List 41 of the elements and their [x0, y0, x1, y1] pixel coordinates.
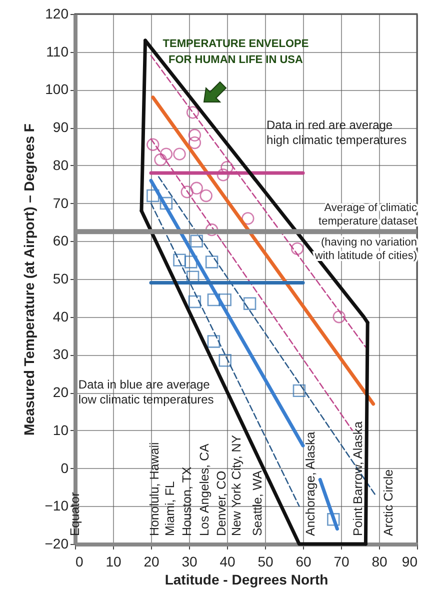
annotation: Arctic Circle [382, 469, 396, 536]
x-tick-label: 70 [334, 554, 350, 570]
y-tick-label: 70 [52, 194, 69, 211]
annotation: New York City, NY [229, 434, 244, 536]
x-tick-label: 0 [76, 554, 84, 570]
x-tick-label: 10 [106, 554, 122, 570]
y-tick-label: 60 [52, 232, 69, 249]
y-tick-label: 80 [52, 156, 69, 173]
x-tick-label: 90 [402, 554, 418, 570]
y-tick-label: 110 [46, 43, 69, 60]
annotation: Miami, FL [163, 481, 178, 536]
annotation: Data in blue are average low climatic temperatures [78, 378, 214, 407]
annotation: Equator [68, 492, 82, 536]
x-tick-label: 60 [296, 554, 312, 570]
x-axis-title: Latitude - Degrees North [164, 572, 328, 588]
y-tick-label: 30 [52, 346, 69, 362]
annotation: Anchorage, Alaska [304, 432, 318, 536]
y-tick-label: 90 [52, 119, 69, 136]
y-tick-label: −10 [44, 498, 69, 514]
x-tick-label: 50 [258, 554, 274, 570]
y-tick-label: −20 [44, 536, 69, 552]
annotation: Point Barrow, Alaska [351, 421, 366, 536]
y-tick-label: 50 [52, 270, 69, 286]
annotation: Data in red are average high climatic temperatures [266, 118, 407, 147]
x-tick-label: 40 [220, 554, 236, 570]
y-tick-label: 120 [45, 6, 69, 22]
annotation: Houston, TX [180, 466, 194, 536]
annotation: Seattle, WA [250, 470, 264, 536]
annotation: Honolulu, Hawaii [148, 442, 162, 536]
x-tick-label: 20 [144, 554, 160, 570]
annotation: Los Angeles, CA [197, 442, 212, 536]
y-tick-label: 100 [45, 81, 69, 98]
y-tick-label: 0 [60, 460, 69, 476]
y-axis-title: Measured Temperature (at Airport) – Degrees F [20, 123, 37, 436]
annotation: Denver, CO [214, 470, 228, 536]
x-tick-label: 80 [372, 554, 388, 570]
x-tick-label: 30 [182, 554, 198, 570]
y-tick-label: 40 [52, 308, 69, 324]
y-tick-label: 10 [52, 422, 69, 438]
y-tick-label: 20 [52, 384, 69, 400]
text: TEMPERATURE ENVELOPE FOR HUMAN LIFE IN USA [162, 38, 309, 66]
